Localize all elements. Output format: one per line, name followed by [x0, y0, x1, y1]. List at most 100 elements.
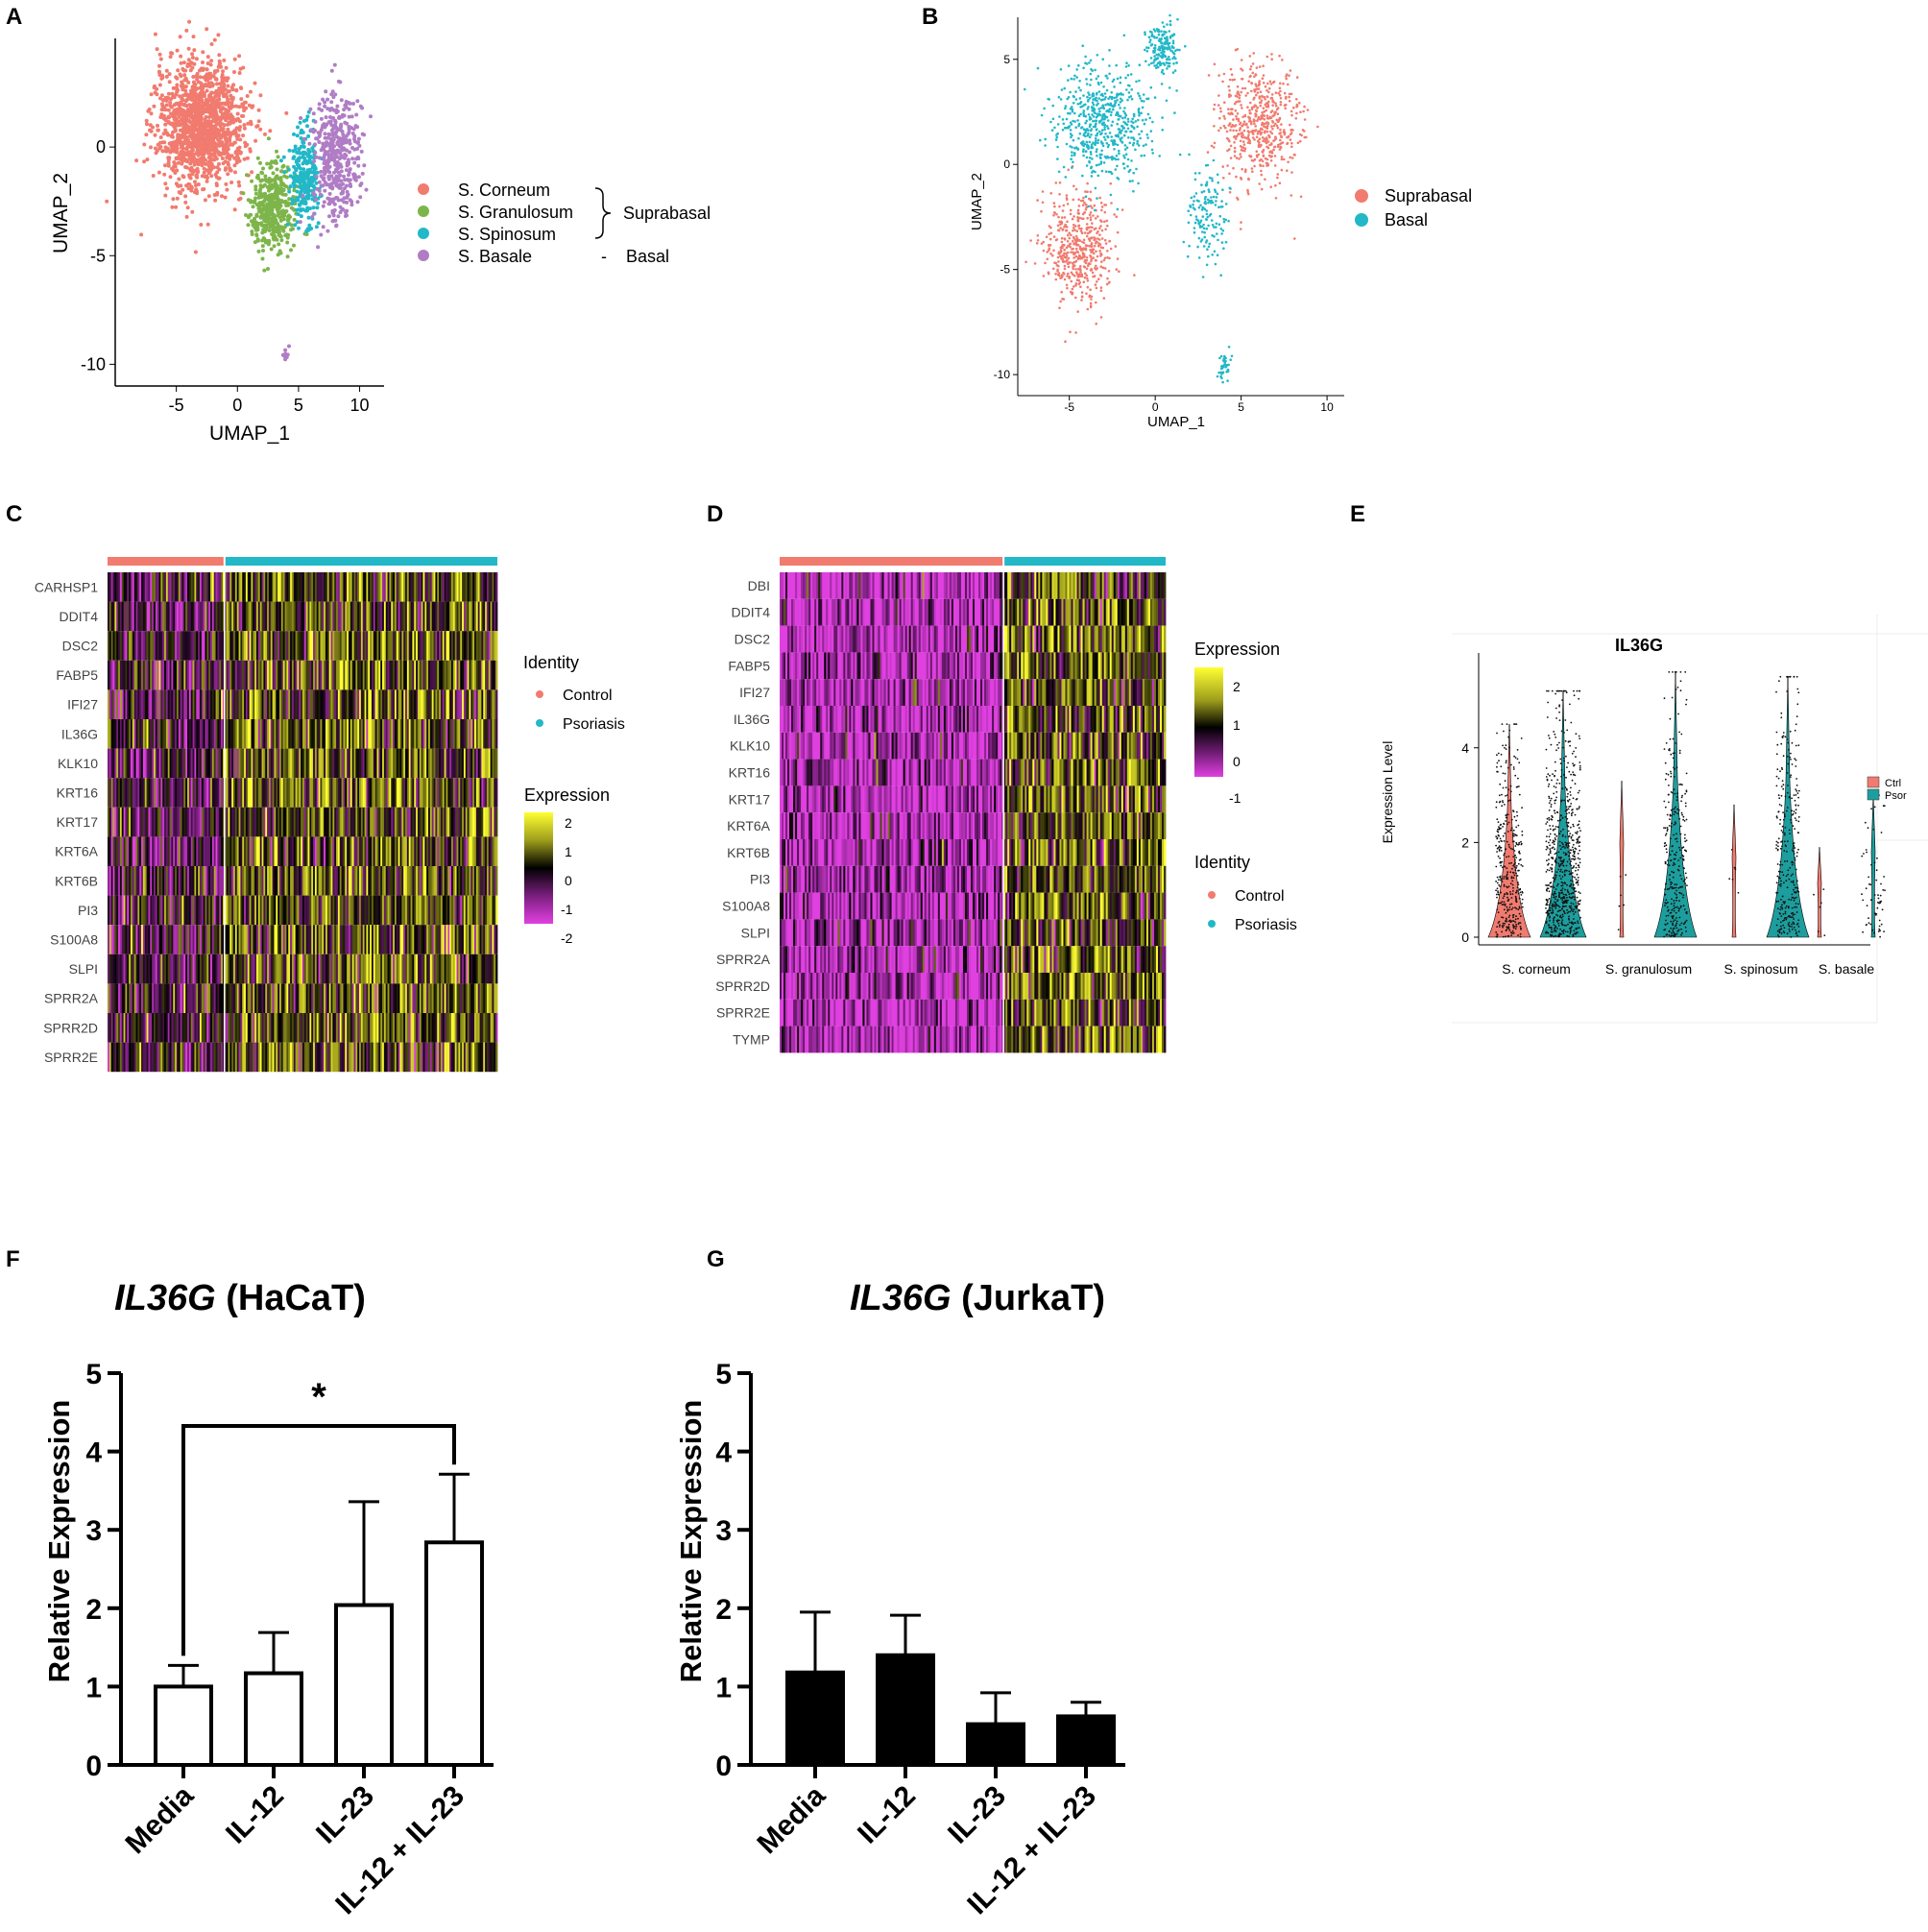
heatmap-cell: [339, 601, 342, 632]
umap-b-point: [1169, 49, 1172, 52]
heatmap-cell: [160, 601, 163, 632]
umap-a-point: [256, 176, 261, 181]
heatmap-cell: [364, 601, 367, 632]
umap-b-point: [1095, 96, 1097, 100]
umap-a-point: [164, 74, 169, 79]
umap-b-point: [1100, 153, 1103, 157]
umap-b-point: [1100, 149, 1103, 153]
umap-b-point: [1066, 275, 1069, 278]
umap-b-point: [1138, 114, 1141, 117]
umap-b-point: [1100, 142, 1103, 145]
umap-a-point: [331, 95, 336, 100]
umap-b-point: [1286, 169, 1289, 172]
umap-b-point: [1132, 114, 1136, 118]
umap-b-point: [1233, 102, 1237, 106]
umap-b-point: [1217, 129, 1220, 133]
heatmap-cell: [426, 601, 429, 632]
heatmap-cell: [108, 572, 112, 602]
umap-b-point: [1228, 190, 1232, 194]
umap-b-point: [1080, 273, 1084, 277]
umap-b-point: [1283, 133, 1287, 136]
umap-b-point: [1211, 201, 1215, 205]
umap-a-point: [161, 113, 166, 118]
umap-b-point: [1080, 227, 1083, 230]
umap-a-point: [327, 107, 332, 111]
umap-b-point: [1058, 220, 1061, 224]
heatmap-cell: [422, 601, 425, 632]
heatmap-cell: [196, 572, 199, 602]
heatmap-cell: [334, 572, 337, 602]
umap-b-point: [1121, 140, 1123, 144]
heatmap-cell: [130, 572, 133, 602]
umap-b-point: [1097, 215, 1099, 218]
umap-a-point: [158, 135, 163, 139]
umap-b-point: [1123, 107, 1126, 109]
heatmap-cell: [495, 572, 498, 602]
umap-b-point: [1069, 245, 1072, 249]
umap-a-point: [343, 120, 348, 125]
umap-a-point: [336, 179, 340, 182]
umap-a-point: [142, 159, 147, 164]
heatmap-cell: [153, 601, 157, 632]
umap-b-point: [1286, 135, 1289, 139]
heatmap-cell: [318, 572, 321, 602]
umap-a-point: [295, 197, 300, 202]
umap-a-point: [353, 178, 358, 182]
umap-a-point: [237, 145, 242, 150]
heatmap-cell: [217, 601, 220, 632]
umap-b-point: [1080, 295, 1084, 299]
umap-a-point: [300, 171, 304, 176]
panel-label-e: E: [1350, 501, 1366, 527]
heatmap-cell: [165, 572, 169, 602]
umap-b-point: [1193, 221, 1197, 225]
umap-a-point: [336, 79, 341, 84]
umap-a-point: [345, 148, 349, 153]
umap-b-point: [1116, 164, 1119, 168]
umap-b-point: [1213, 141, 1217, 145]
umap-a-point: [298, 166, 302, 171]
umap-a-point: [170, 166, 175, 171]
umap-a-point: [356, 163, 361, 168]
umap-a-point: [166, 157, 171, 162]
umap-a-point: [220, 85, 225, 89]
heatmap-group-bar-control: [108, 557, 224, 566]
umap-a-point: [189, 89, 194, 93]
umap-b-point: [1078, 102, 1082, 105]
umap-b-point: [1085, 62, 1089, 65]
umap-a-point: [255, 238, 260, 243]
umap-a-point: [175, 48, 180, 53]
umap-b-point: [1249, 74, 1252, 78]
umap-b-point: [1083, 211, 1086, 214]
umap-a-point: [151, 174, 156, 178]
umap-a-point: [167, 72, 172, 77]
umap-a-point: [258, 160, 262, 165]
umap-a-xlabel: UMAP_1: [209, 423, 290, 445]
umap-b-point: [1153, 44, 1157, 47]
umap-b-point: [1086, 108, 1089, 110]
heatmap-cell: [428, 601, 431, 632]
umap-b-point: [1069, 121, 1072, 124]
umap-a-point: [268, 183, 273, 188]
umap-b-point: [1143, 122, 1146, 126]
umap-a-point: [349, 203, 354, 207]
umap-b-point: [1255, 87, 1259, 90]
heatmap-cell: [257, 601, 261, 632]
umap-b-point: [1094, 283, 1097, 286]
umap-b-point: [1099, 81, 1103, 85]
umap-b-point: [1069, 145, 1072, 148]
umap-a-point: [237, 128, 242, 133]
umap-b-point: [1160, 41, 1164, 44]
umap-a-point: [284, 110, 289, 115]
umap-b-point: [1208, 214, 1212, 217]
umap-a-point: [226, 89, 230, 94]
umap-a-points: [105, 19, 373, 362]
umap-b-point: [1265, 136, 1268, 139]
umap-a-point: [306, 169, 310, 174]
umap-b-point: [1201, 276, 1205, 278]
umap-a-point: [301, 152, 305, 157]
umap-a-point: [195, 191, 200, 196]
umap-a-point: [210, 84, 215, 88]
umap-b-point: [1175, 61, 1178, 64]
umap-b-point: [1093, 238, 1096, 242]
umap-b-point: [1289, 138, 1292, 141]
